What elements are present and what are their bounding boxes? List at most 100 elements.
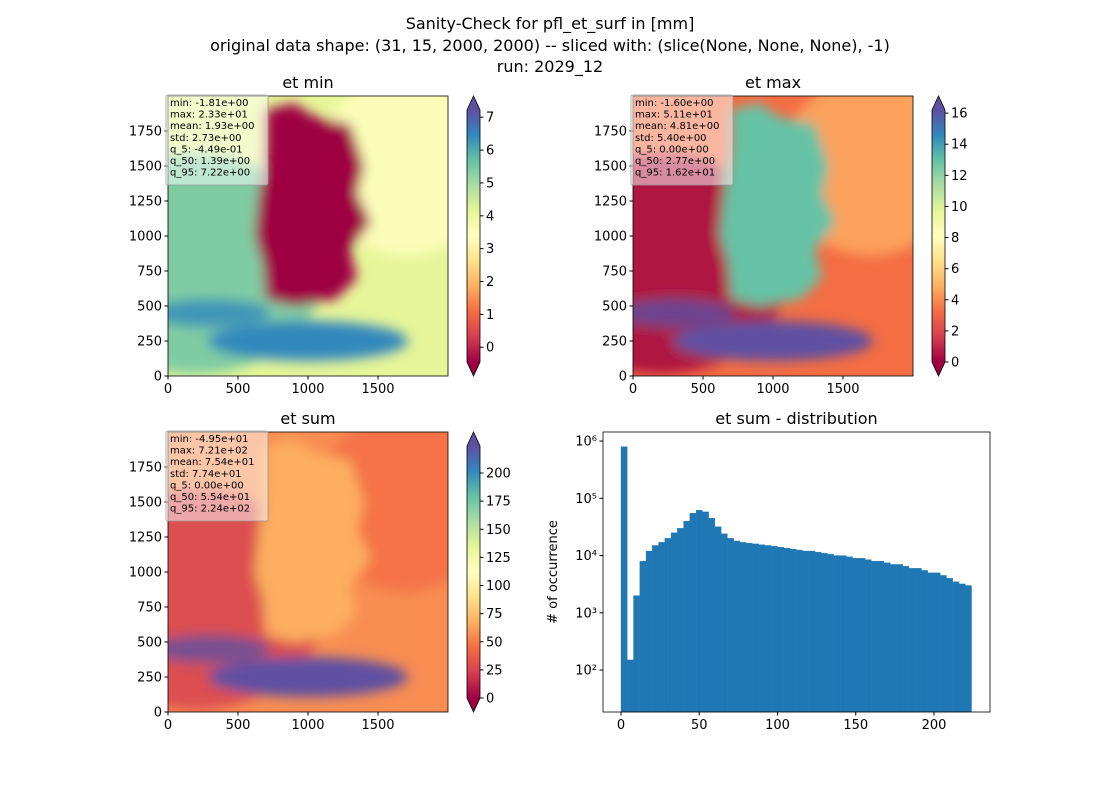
colorbar-extend <box>467 362 480 376</box>
y-tick-label: 500 <box>137 636 162 651</box>
stats-line: q_95: 1.62e+01 <box>635 168 715 179</box>
y-tick-label: 1000 <box>129 566 162 581</box>
hist-bar <box>858 558 866 713</box>
y-tick-label: 1500 <box>129 160 162 175</box>
colorbar-tick-label: 5 <box>486 176 494 191</box>
hist-bar <box>908 568 916 713</box>
hist-bar <box>846 556 853 713</box>
stats-box <box>165 94 269 186</box>
stats-line: q_95: 7.22e+00 <box>170 168 250 179</box>
stats-box <box>630 94 734 186</box>
hist-bar <box>814 551 822 713</box>
y-tick-label: 1750 <box>129 125 162 140</box>
hist-bar <box>808 550 816 713</box>
colorbar-tick-label: 2 <box>486 275 494 290</box>
x-tick-label: 0 <box>164 718 172 733</box>
hist-bar <box>670 532 678 713</box>
y-tick-label: 0 <box>619 370 627 385</box>
hist-bar <box>833 555 841 713</box>
hist-bar <box>752 543 759 713</box>
stats-line: max: 5.11e+01 <box>635 110 713 121</box>
suptitle: run: 2029_12 <box>497 57 603 77</box>
hist-bar <box>802 550 809 713</box>
hist-bar <box>627 659 634 713</box>
colorbar-tick-label: 175 <box>486 495 511 510</box>
colorbar-tick-label: 14 <box>951 138 968 153</box>
heatmap-region <box>168 299 270 327</box>
hist-bar <box>933 572 941 713</box>
subplot <box>620 446 972 713</box>
heatmap-region <box>208 657 408 697</box>
stats-line: mean: 7.54e+01 <box>170 457 254 468</box>
x-tick-label: 500 <box>226 382 251 397</box>
stats-line: mean: 1.93e+00 <box>170 121 254 132</box>
y-axis-label: # of occurrence <box>546 520 561 624</box>
y-tick-label: 750 <box>137 265 162 280</box>
y-tick-label: 1500 <box>594 160 627 175</box>
colorbar-tick-label: 7 <box>486 111 494 126</box>
hist-bar <box>764 545 772 713</box>
y-tick-label: 1250 <box>129 195 162 210</box>
subplot <box>168 95 484 377</box>
y-tick-label: 500 <box>602 300 627 315</box>
subplot <box>168 431 484 713</box>
colorbar-tick-label: 1 <box>486 308 494 323</box>
x-tick-label: 0 <box>629 382 637 397</box>
hist-bar <box>620 446 628 713</box>
heatmap-texture <box>168 96 448 374</box>
stats-line: q_95: 2.24e+02 <box>170 504 250 515</box>
hist-bar <box>958 583 966 713</box>
hist-bar <box>727 538 734 713</box>
colorbar-tick-label: 100 <box>486 579 511 594</box>
stats-line: q_50: 5.54e+01 <box>170 492 250 503</box>
hist-bar <box>946 578 953 713</box>
colorbar-tick-label: 4 <box>951 293 959 308</box>
hist-bar <box>921 570 928 713</box>
hist-bar <box>689 513 697 713</box>
subplot-title: et max <box>745 73 801 92</box>
y-tick-label: 250 <box>137 671 162 686</box>
hist-bar <box>902 566 910 713</box>
stats-line: std: 7.74e+01 <box>170 469 242 480</box>
colorbar-tick-label: 125 <box>486 551 511 566</box>
y-tick-label: 1250 <box>594 195 627 210</box>
hist-bar <box>777 547 784 713</box>
suptitle: original data shape: (31, 15, 2000, 2000… <box>210 36 890 55</box>
y-tick-label: 250 <box>137 335 162 350</box>
colorbar <box>932 110 945 362</box>
stats-line: q_5: -4.49e-01 <box>170 144 243 155</box>
hist-bar <box>789 548 797 713</box>
hist-bar <box>746 542 753 713</box>
colorbar-extend <box>467 698 480 712</box>
hist-bar <box>952 581 960 713</box>
stats-line: max: 7.21e+02 <box>170 446 248 457</box>
y-tick-label: 500 <box>137 300 162 315</box>
x-tick-label: 1500 <box>361 382 394 397</box>
hist-bar <box>827 554 834 713</box>
hist-bar <box>783 547 791 713</box>
hist-bar <box>633 595 640 713</box>
y-tick-label: 10² <box>575 664 597 679</box>
hist-bar <box>896 564 903 713</box>
stats-line: mean: 4.81e+00 <box>635 121 719 132</box>
y-tick-label: 1500 <box>129 496 162 511</box>
subplot <box>633 95 949 377</box>
y-tick-label: 250 <box>602 335 627 350</box>
heatmap-region <box>208 321 408 361</box>
hist-bar <box>683 520 691 713</box>
y-tick-label: 0 <box>154 706 162 721</box>
stats-line: q_5: 0.00e+00 <box>635 144 709 155</box>
hist-bar <box>821 553 828 713</box>
x-tick-label: 150 <box>843 718 868 733</box>
stats-line: min: -1.81e+00 <box>170 98 249 109</box>
hist-bar <box>695 510 703 713</box>
y-tick-label: 10⁵ <box>575 492 597 507</box>
hist-bar <box>965 585 972 713</box>
hist-bar <box>852 558 860 713</box>
hist-bar <box>915 568 922 713</box>
colorbar-tick-label: 200 <box>486 467 511 482</box>
colorbar-tick-label: 6 <box>951 262 959 277</box>
y-tick-label: 1000 <box>129 230 162 245</box>
x-tick-label: 500 <box>691 382 716 397</box>
stats-line: std: 5.40e+00 <box>635 133 707 144</box>
